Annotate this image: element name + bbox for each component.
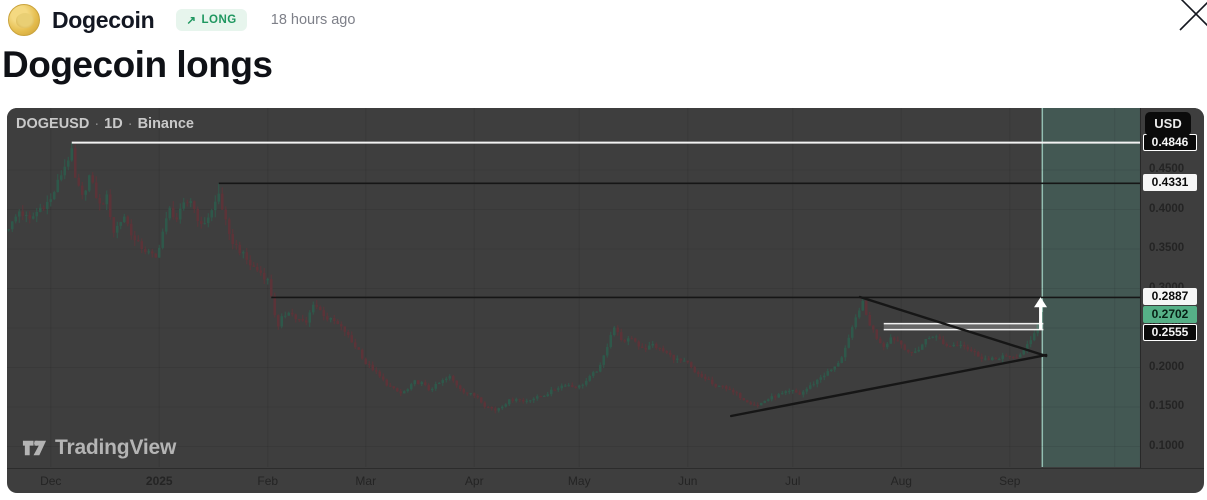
symbol-line[interactable]: DOGEUSD · 1D · Binance xyxy=(16,116,194,132)
price-level-label: 0.4331 xyxy=(1143,174,1197,192)
time-tick: Dec xyxy=(40,474,62,488)
tradingview-watermark: TradingView xyxy=(21,434,176,461)
price-level-label: 0.2702 xyxy=(1143,306,1197,324)
time-tick: 2025 xyxy=(145,474,173,488)
time-tick: Apr xyxy=(464,474,484,488)
time-axis[interactable]: Dec 2025 Feb Mar Apr May Jun Jul Aug Sep xyxy=(7,468,1204,493)
price-tick: 0.1500 xyxy=(1149,400,1185,412)
idea-header: Dogecoin ↗ LONG 18 hours ago xyxy=(8,2,355,38)
tradingview-logo-icon xyxy=(22,440,47,456)
page-title: Dogecoin longs xyxy=(2,44,273,85)
chart-widget[interactable]: DOGEUSD · 1D · Binance USD 0.4500 0.4000 0.350… xyxy=(7,108,1204,493)
close-icon[interactable] xyxy=(1174,0,1207,36)
interval-label: 1D xyxy=(104,116,123,132)
dogecoin-avatar[interactable] xyxy=(8,4,40,36)
watermark-text: TradingView xyxy=(55,435,177,459)
price-level-label: 0.4846 xyxy=(1143,133,1197,151)
time-tick: Jun xyxy=(678,474,698,488)
timestamp: 18 hours ago xyxy=(270,12,356,28)
currency-label[interactable]: USD xyxy=(1145,112,1191,136)
trend-up-arrow-icon: ↗ xyxy=(186,15,197,27)
long-badge-label: LONG xyxy=(201,14,237,26)
time-tick: Feb xyxy=(257,474,279,488)
price-level-label: 0.2555 xyxy=(1143,324,1197,342)
price-tick: 0.2000 xyxy=(1149,360,1185,373)
exchange-label: Binance xyxy=(137,116,194,132)
price-tick: 0.3500 xyxy=(1149,242,1185,254)
time-tick: Jul xyxy=(785,474,801,488)
price-tick: 0.1000 xyxy=(1149,439,1185,452)
price-chart[interactable] xyxy=(7,108,1140,468)
time-tick: Mar xyxy=(355,474,377,488)
symbol-name: DOGEUSD xyxy=(16,116,90,132)
price-tick: 0.4500 xyxy=(1149,163,1185,175)
time-tick: May xyxy=(567,474,591,488)
price-level-label: 0.2887 xyxy=(1143,288,1197,306)
price-tick: 0.4000 xyxy=(1149,202,1185,215)
long-badge: ↗ LONG xyxy=(176,9,247,31)
time-tick: Sep xyxy=(999,474,1021,488)
time-tick: Aug xyxy=(890,474,912,488)
price-scale[interactable]: USD 0.45000.40000.35000.30000.25000.2000… xyxy=(1140,108,1204,468)
coin-name[interactable]: Dogecoin xyxy=(52,6,155,33)
